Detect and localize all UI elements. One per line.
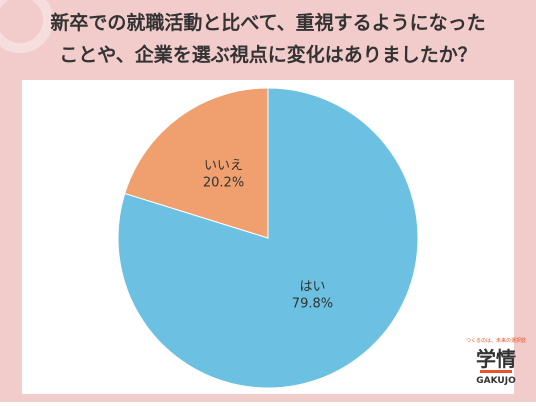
pie: はい 79.8% いいえ 20.2%	[117, 87, 419, 389]
logo: つくるのは、未来の選択肢 学情 GAKUJO	[466, 337, 526, 386]
slice-label: はい	[299, 279, 325, 294]
slice-value-label: 79.8%	[292, 296, 333, 311]
chart-title: 新卒での就職活動と比べて、重視するようになった	[50, 11, 485, 34]
logo-romaji: GAKUJO	[476, 376, 516, 386]
slice-label: いいえ	[204, 159, 243, 174]
pie-slice	[124, 87, 269, 239]
slice-value-label: 20.2%	[203, 176, 244, 191]
logo-name: 学情	[476, 347, 516, 371]
logo-bar	[480, 370, 512, 373]
decoration	[0, 0, 53, 53]
chart-title: ことや、企業を選ぶ視点に変化はありましたか？	[59, 43, 476, 66]
logo-tagline: つくるのは、未来の選択肢	[466, 337, 526, 344]
